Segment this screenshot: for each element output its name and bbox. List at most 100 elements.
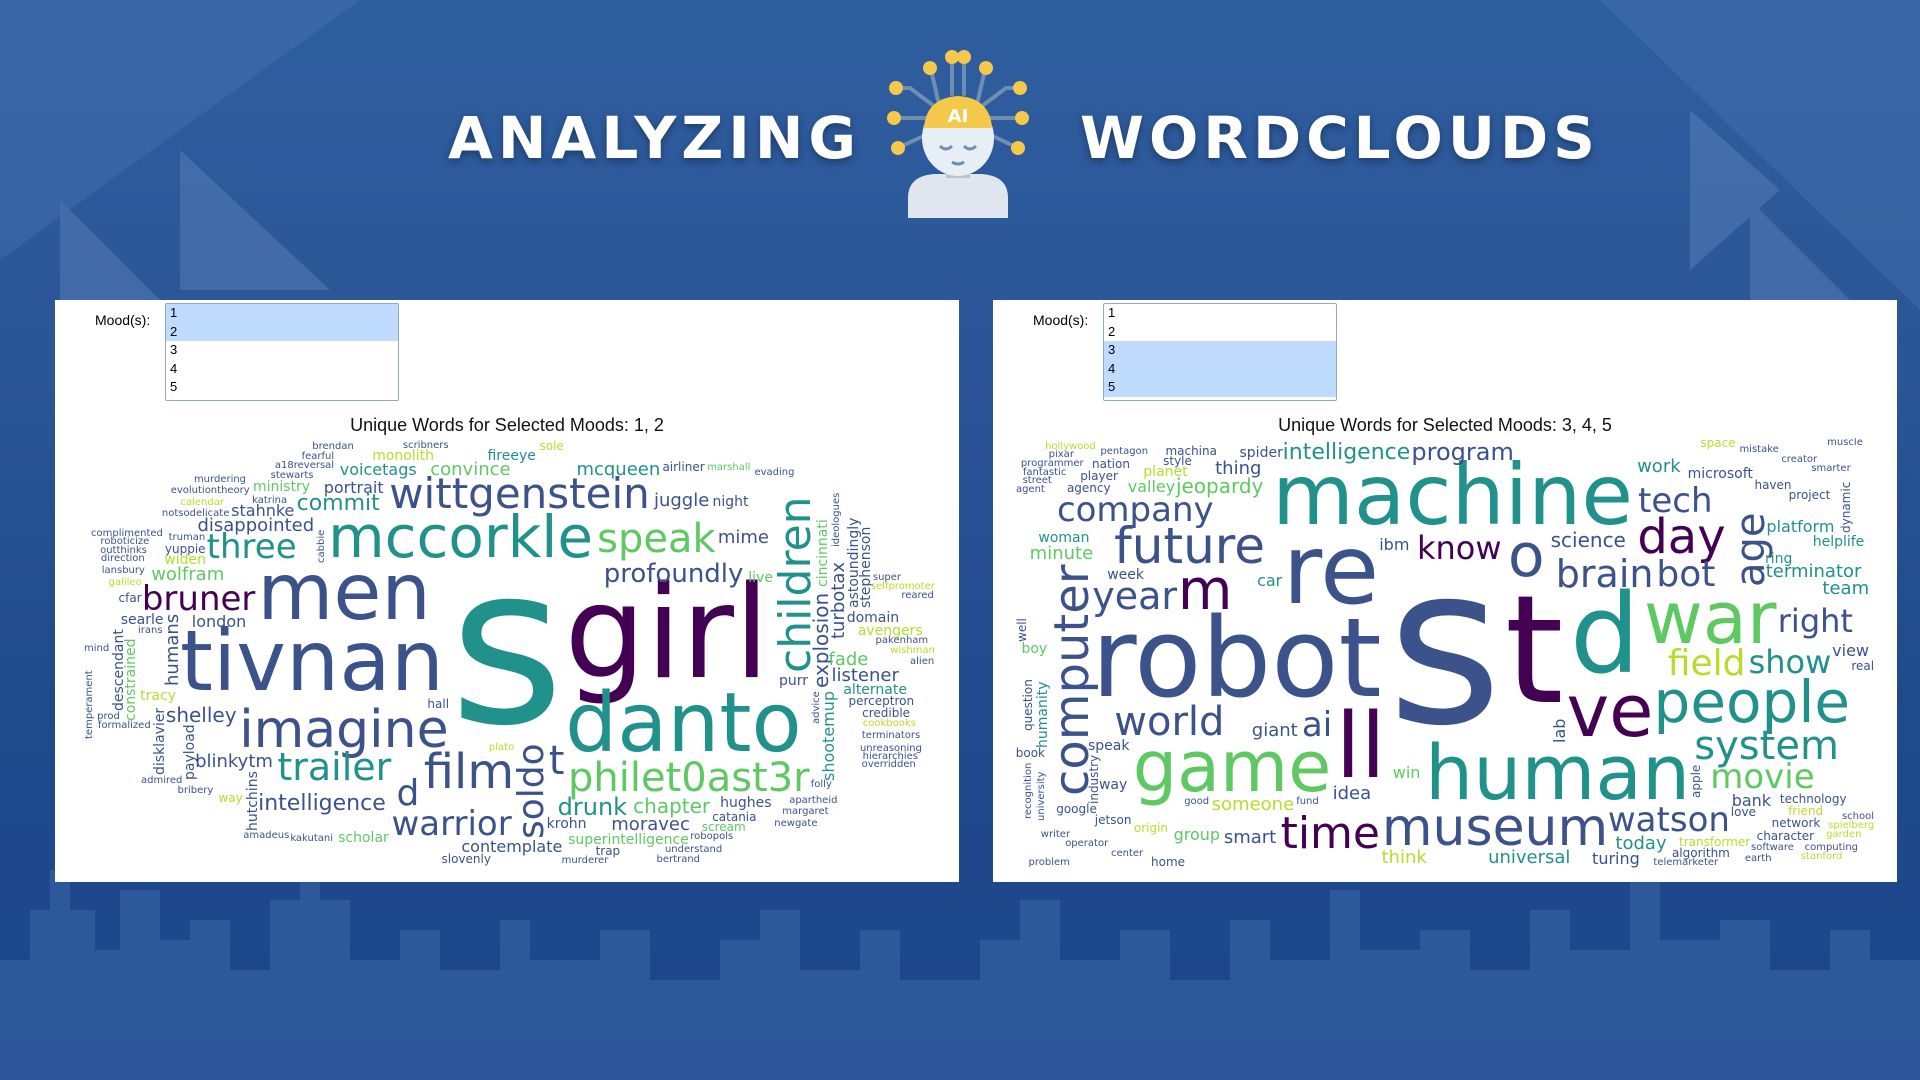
- wordcloud-word: agency: [1066, 481, 1111, 495]
- wordcloud-word: problem: [1028, 857, 1070, 868]
- wordcloud-word: movie: [1710, 756, 1815, 797]
- wordcloud-word: moravec: [611, 813, 690, 835]
- wordcloud-word: mime: [717, 526, 769, 548]
- wordcloud-word: formalized: [97, 719, 151, 731]
- wordcloud-word: terminators: [861, 730, 921, 742]
- wordcloud-word: trailer: [277, 745, 392, 790]
- wordcloud-word: operator: [1065, 838, 1109, 850]
- wordcloud-word: stanford: [1800, 850, 1843, 862]
- wordcloud-word: airliner: [662, 459, 705, 474]
- wordcloud-word: spielberg: [1828, 820, 1875, 832]
- wordcloud-word: prod: [97, 711, 120, 723]
- wordcloud-word: a18reversal: [274, 460, 335, 472]
- wordcloud-word: group: [1173, 824, 1221, 844]
- wordcloud-word: unreasoning: [859, 742, 922, 754]
- wordcloud-word: temperament: [83, 670, 95, 740]
- wordcloud-word: d: [1570, 570, 1640, 699]
- wordcloud-word: robot: [1091, 593, 1382, 722]
- wordcloud-word: tivnan: [180, 612, 444, 711]
- mood-option-4[interactable]: 4: [170, 360, 178, 376]
- wordcloud-word: perceptron: [848, 694, 915, 709]
- wordcloud-word: notsodelicate: [161, 508, 230, 520]
- wordcloud-word: age: [1727, 512, 1774, 588]
- wordcloud-word: creator: [1781, 453, 1818, 465]
- wordcloud-word: player: [1080, 468, 1118, 483]
- wordcloud-word: science: [1550, 528, 1626, 553]
- wordcloud-word: payload: [182, 724, 199, 780]
- wordcloud-word: friend: [1788, 804, 1824, 819]
- wordcloud-word: nation: [1092, 456, 1130, 471]
- wordcloud-word: widen: [164, 552, 206, 569]
- wordcloud-word: network: [1771, 816, 1821, 831]
- wordcloud-word: brendan: [312, 441, 354, 453]
- mood-option-3[interactable]: 3: [1104, 341, 1336, 360]
- wordcloud-word: london: [191, 612, 247, 632]
- wordcloud-word: origin: [1133, 820, 1169, 835]
- wordcloud-word: street: [1022, 475, 1052, 487]
- wordcloud-word: amadeus: [243, 829, 290, 841]
- city-skyline: [0, 860, 1920, 1080]
- wordcloud-word: admired: [141, 775, 183, 787]
- wordcloud-word: sole: [539, 439, 564, 454]
- mood-option-3[interactable]: 3: [170, 342, 178, 357]
- wordcloud-word: night: [712, 493, 749, 510]
- wordcloud-word: disklavier: [151, 707, 168, 776]
- wordcloud-word: alternate: [843, 682, 907, 699]
- wordcloud-word: m: [1177, 558, 1233, 624]
- wordcloud-word: industry: [1086, 754, 1101, 804]
- wordcloud-word: credible: [862, 705, 911, 720]
- mood-option-5[interactable]: 5: [170, 379, 178, 394]
- wordcloud-word: smart: [1223, 827, 1277, 849]
- wordcloud-word: contemplate: [461, 836, 563, 856]
- wordcloud-word: computing: [1804, 842, 1859, 854]
- wordcloud-word: character: [1756, 828, 1815, 843]
- wordcloud-word: hutchins: [244, 771, 261, 832]
- wordcloud-word: ll: [1335, 693, 1386, 799]
- wordcloud-word: cincinnati: [815, 519, 832, 588]
- wordcloud-word: space: [1700, 438, 1736, 450]
- wordcloud-word: drunk: [557, 792, 628, 821]
- mood-label: Mood(s):: [95, 312, 151, 328]
- mood-option-5[interactable]: 5: [1104, 378, 1336, 397]
- wordcloud-word: home: [1151, 854, 1186, 868]
- wordcloud-word: program: [1411, 438, 1514, 466]
- wordcloud-word: war: [1643, 576, 1777, 661]
- mood-label: Mood(s):: [1033, 312, 1089, 328]
- wordcloud-word: cabbie: [315, 529, 327, 563]
- wordcloud-word: selfpromoter: [870, 580, 935, 592]
- wordcloud-word: watson: [1607, 799, 1730, 840]
- wordcloud-word: margaret: [782, 806, 829, 818]
- mood-option-2[interactable]: 2: [166, 322, 398, 341]
- wordcloud-word: soldo: [511, 743, 553, 840]
- wordcloud-word: think: [1381, 847, 1427, 868]
- wordcloud-word: humans: [161, 614, 183, 687]
- wordcloud-word: pakenham: [875, 634, 929, 646]
- wordcloud-word: o: [1507, 521, 1545, 592]
- wordcloud-word: show: [1748, 643, 1832, 682]
- wordcloud-word: roboticize: [100, 536, 150, 548]
- mood-option-1[interactable]: 1: [166, 304, 398, 323]
- wordcloud-word: project: [1788, 488, 1831, 502]
- wordcloud-word: katrina: [252, 494, 288, 506]
- wordcloud-word: scribners: [402, 439, 449, 451]
- wordcloud-word: pentagon: [1100, 445, 1149, 457]
- wordcloud-word: hollywood: [1045, 440, 1096, 452]
- wordcloud-word: real: [1851, 658, 1875, 673]
- mood-option-1[interactable]: 1: [1108, 305, 1116, 320]
- mood-multiselect[interactable]: 1 2 3 4 5: [1103, 303, 1337, 401]
- wordcloud-word: world: [1114, 699, 1225, 746]
- wordcloud-word: museum: [1381, 797, 1609, 858]
- wordcloud-word: helplife: [1812, 534, 1865, 551]
- wordcloud-word: avengers: [857, 622, 923, 639]
- wordcloud-word: three: [206, 526, 297, 567]
- wordcloud-word: university: [1036, 771, 1048, 822]
- wordcloud-word: brain: [1555, 551, 1654, 596]
- wordcloud-word: searle: [120, 612, 164, 629]
- mood-option-4[interactable]: 4: [1104, 359, 1336, 378]
- wordcloud-word: woman: [1038, 529, 1090, 546]
- wordcloud-panel-right: Mood(s): 1 2 3 4 5 Unique Words for Sele…: [993, 300, 1897, 882]
- mood-multiselect[interactable]: 1 2 3 4 5: [165, 303, 399, 401]
- mood-option-2[interactable]: 2: [1108, 323, 1116, 339]
- wordcloud-word: bank: [1731, 790, 1772, 810]
- wordcloud-word: cfar: [118, 591, 142, 606]
